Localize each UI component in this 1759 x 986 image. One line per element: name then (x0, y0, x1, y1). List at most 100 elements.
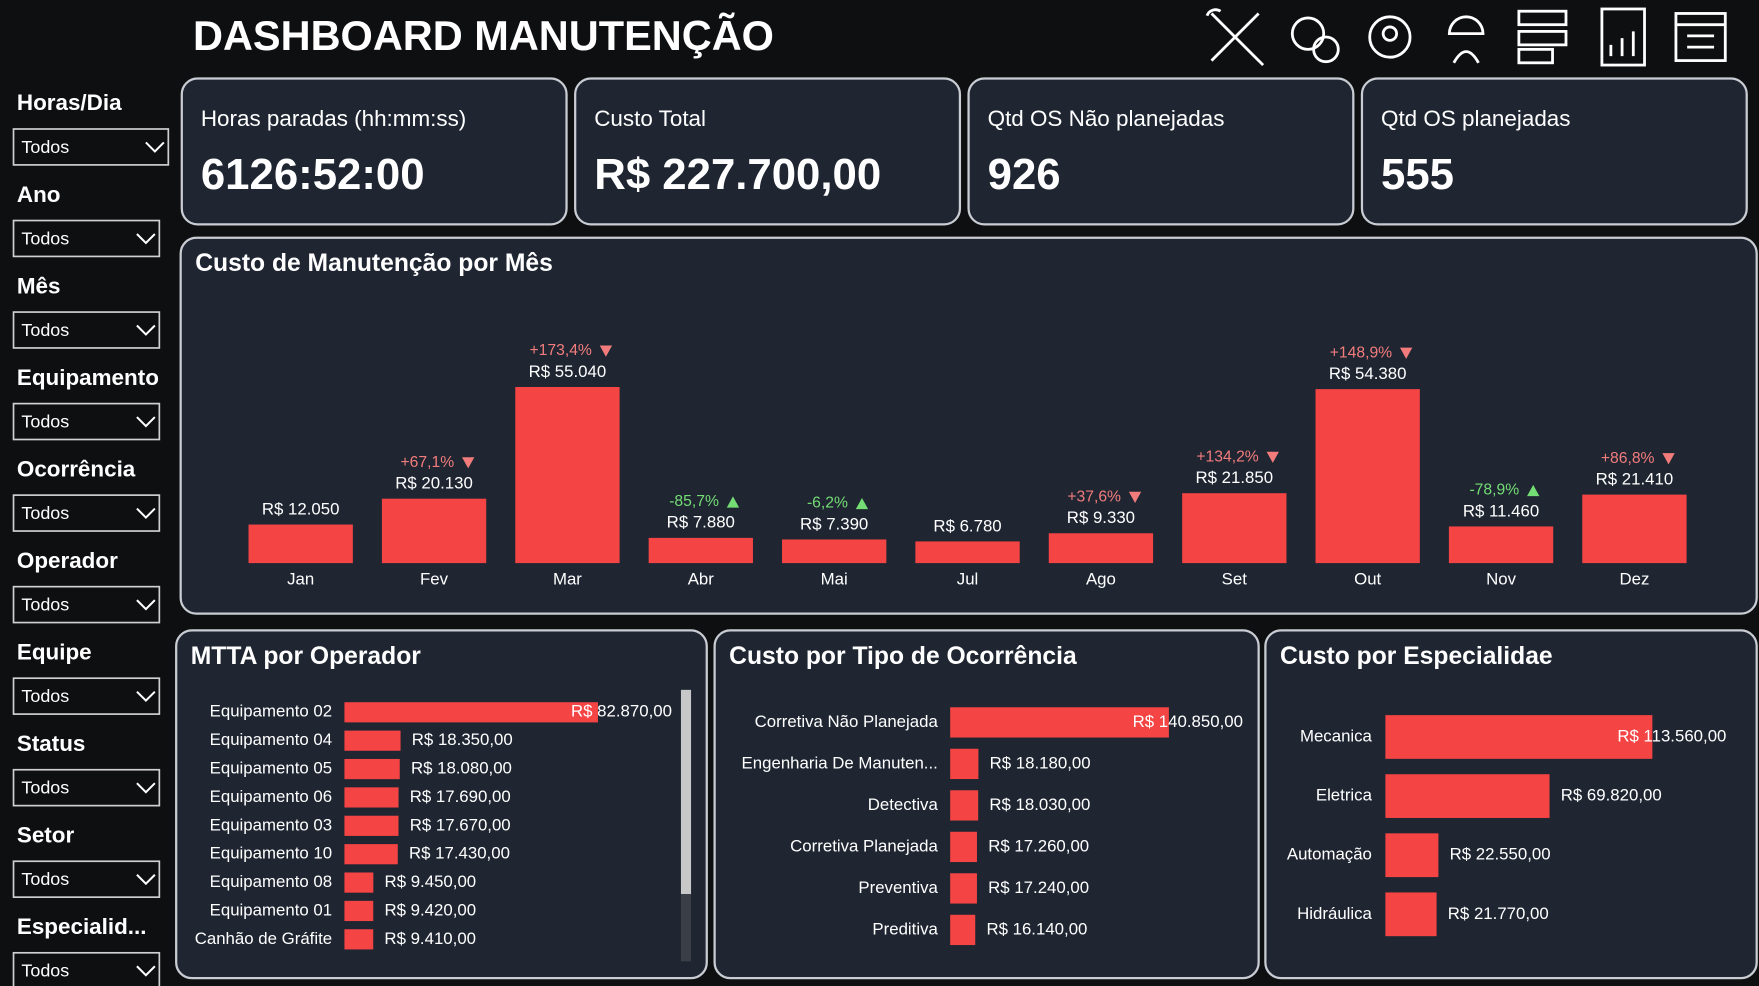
value-label: R$ 11.460 (1463, 501, 1539, 520)
filter-label: Ano (17, 182, 61, 207)
value-label: R$ 17.260,00 (988, 836, 1089, 855)
value-label: R$ 12.050 (262, 499, 340, 518)
filter-label: Operador (17, 548, 118, 573)
change-label: -85,7% (669, 493, 719, 510)
filter-dropdown[interactable] (12, 951, 161, 986)
change-arrow (1527, 484, 1540, 497)
icon-tools (1205, 8, 1265, 67)
change-label: +86,8% (1601, 450, 1655, 467)
value-label: R$ 17.690,00 (410, 787, 511, 806)
icon-gear-clock (1290, 16, 1326, 51)
value-label: R$ 17.430,00 (409, 844, 510, 863)
chart-title: MTTA por Operador (191, 643, 422, 670)
change-arrow (599, 345, 613, 357)
y-tick-label: Detectiva (868, 795, 939, 814)
scrollbar-thumb[interactable] (680, 689, 692, 895)
value-label: R$ 113.560,00 (1617, 726, 1726, 745)
filter-label: Horas/Dia (17, 90, 122, 115)
y-tick-label: Equipamento 08 (210, 872, 332, 891)
dropdown-chevron (136, 965, 156, 977)
value-label: R$ 55.040 (529, 362, 607, 381)
filter-value: Todos (21, 686, 69, 706)
filter-value: Todos (21, 594, 69, 614)
y-tick-label: Eletrica (1316, 786, 1373, 805)
bar (515, 386, 620, 564)
bar (344, 815, 399, 836)
bar (1448, 526, 1554, 564)
filters: Horas/Dia Todos Ano Todos Mês Todos Equipament… (12, 90, 170, 986)
bar (950, 831, 977, 863)
bar (950, 748, 979, 780)
filter-dropdown[interactable] (12, 677, 161, 715)
y-tick-label: Hidráulica (1297, 904, 1372, 923)
y-tick-label: Equipamento 02 (210, 702, 332, 721)
value-label: R$ 140.850,00 (1133, 712, 1243, 731)
bar (1048, 533, 1154, 564)
x-tick-label: Set (1222, 569, 1248, 588)
dashboard-title: DASHBOARD MANUTENÇÃO (193, 12, 774, 59)
y-tick-label: Equipamento 01 (210, 900, 332, 919)
bar (344, 787, 399, 808)
filter-label: Status (17, 731, 86, 756)
filter-label: Mês (17, 273, 61, 298)
y-tick-label: Mecanica (1300, 726, 1373, 745)
filter-dropdown[interactable] (12, 402, 161, 441)
y-tick-label: Equipamento 10 (210, 844, 332, 863)
filter-dropdown[interactable] (12, 860, 161, 899)
filter-dropdown[interactable] (12, 219, 161, 258)
dropdown-chevron (136, 690, 156, 703)
kpi-value: R$ 227.700,00 (594, 150, 881, 199)
dropdown-chevron (136, 233, 156, 245)
value-label: R$ 18.080,00 (411, 758, 512, 777)
x-tick-label: Fev (420, 569, 449, 588)
filter-value: Todos (21, 961, 69, 981)
bar (1385, 774, 1550, 818)
change-arrow (1399, 347, 1413, 359)
bar (381, 498, 487, 564)
value-label: R$ 21.410 (1596, 469, 1674, 488)
x-tick-label: Nov (1486, 569, 1516, 588)
bar (1385, 833, 1439, 878)
change-arrow (1266, 451, 1279, 463)
value-label: R$ 21.770,00 (1448, 904, 1549, 923)
filter-dropdown[interactable] (12, 128, 170, 166)
filter-dropdown[interactable] (12, 768, 161, 807)
value-label: R$ 82.870,00 (571, 702, 672, 721)
filter-dropdown[interactable] (12, 494, 161, 532)
icon-gear (1368, 15, 1412, 59)
kpi-label: Qtd OS planejadas (1381, 106, 1570, 131)
kpi-card (180, 77, 568, 226)
icon-worker (1447, 15, 1485, 64)
bar (344, 702, 598, 723)
y-tick-label: Corretiva Não Planejada (755, 712, 939, 731)
y-tick-label: Automação (1287, 845, 1372, 864)
filter-label: Equipe (17, 639, 92, 664)
y-tick-label: Engenharia De Manuten... (742, 753, 938, 772)
filter-dropdown[interactable] (12, 311, 161, 349)
icon-calendar (1674, 12, 1727, 62)
dropdown-chevron (136, 507, 156, 519)
value-label: R$ 7.880 (667, 513, 735, 532)
bar (248, 524, 353, 564)
bar (1582, 494, 1687, 564)
filter-value: Todos (21, 228, 69, 248)
value-label: R$ 20.130 (395, 474, 473, 493)
value-label: R$ 18.350,00 (412, 730, 513, 749)
value-label: R$ 18.180,00 (990, 753, 1091, 772)
value-label: R$ 9.410,00 (384, 929, 476, 948)
icon-report-bars (1609, 31, 1635, 57)
filter-label: Especialid... (17, 914, 147, 939)
kpi-card (967, 77, 1355, 226)
kpi-value: 6126:52:00 (201, 150, 425, 199)
value-label: R$ 17.670,00 (410, 815, 511, 834)
value-label: R$ 7.390 (800, 514, 868, 533)
filter-dropdown[interactable] (12, 585, 161, 624)
filter-value: Todos (21, 869, 69, 889)
filter-label: Setor (17, 823, 75, 848)
bar (950, 790, 979, 821)
x-tick-label: Ago (1086, 569, 1116, 588)
icon-list (1517, 30, 1568, 47)
kpi-label: Horas paradas (hh:mm:ss) (201, 106, 466, 131)
y-tick-label: Canhão de Gráfite (195, 929, 332, 948)
